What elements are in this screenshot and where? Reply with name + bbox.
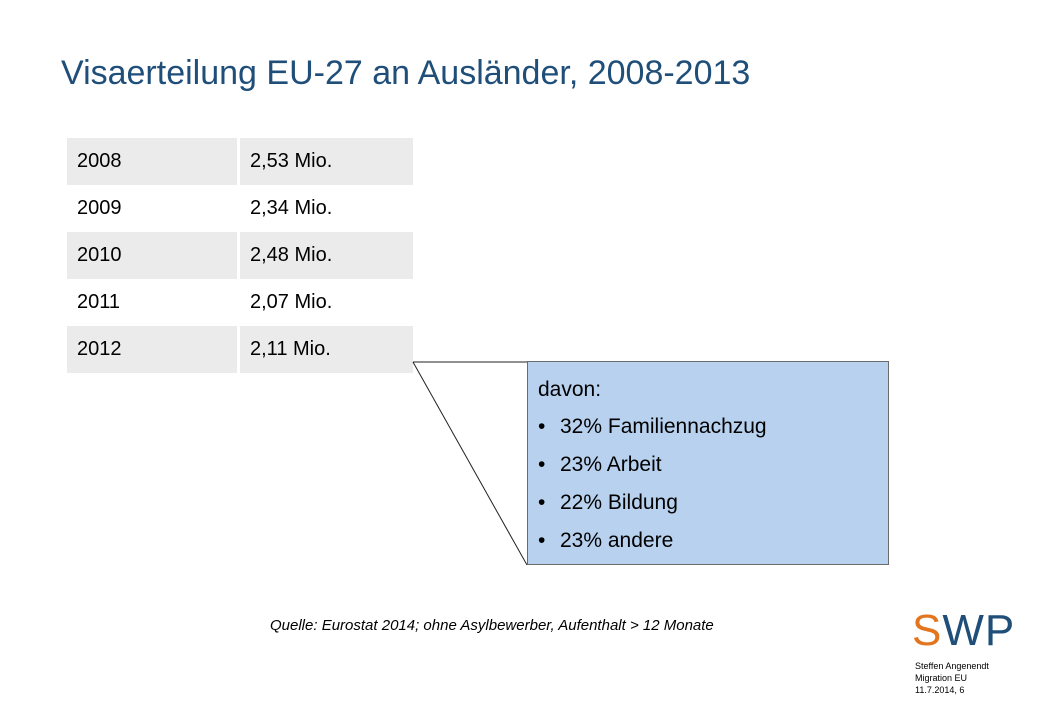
callout-heading: davon: [538, 378, 602, 401]
list-item: • 22% Bildung [538, 484, 878, 522]
list-item: • 23% andere [538, 522, 878, 560]
swp-logo: SWP [912, 606, 1015, 656]
callout-list: • 32% Familiennachzug • 23% Arbeit • 22% Bi… [538, 408, 878, 560]
bullet-icon: • [538, 415, 546, 438]
table-row: 2012 2,11 Mio. [67, 326, 413, 373]
logo-letters-wp: WP [942, 606, 1016, 655]
year-cell: 2011 [77, 291, 121, 313]
value-cell: 2,07 Mio. [237, 279, 413, 326]
table-row: 2008 2,53 Mio. [67, 138, 413, 185]
year-cell: 2009 [77, 197, 122, 219]
value-cell: 2,48 Mio. [237, 232, 413, 279]
slide-title: Visaerteilung EU-27 an Ausländer, 2008-2… [61, 54, 751, 92]
table-row: 2011 2,07 Mio. [67, 279, 413, 326]
year-cell: 2010 [67, 232, 239, 279]
year-cell: 2012 [67, 326, 239, 373]
bullet-icon: • [538, 529, 546, 552]
footer-info: Steffen Angenendt Migration EU 11.7.2014… [915, 660, 989, 696]
table-row: 2010 2,48 Mio. [67, 232, 413, 279]
connector-line-diagonal [412, 361, 528, 566]
logo-letter-s: S [912, 606, 943, 655]
list-item: • 23% Arbeit [538, 446, 878, 484]
bullet-icon: • [538, 453, 546, 476]
year-cell: 2008 [67, 138, 239, 185]
visa-table: 2008 2,53 Mio. 2009 2,34 Mio. 2010 2,48 … [67, 138, 413, 373]
value-cell: 2,34 Mio. [237, 185, 413, 232]
value-cell: 2,11 Mio. [237, 326, 413, 373]
list-item: • 32% Familiennachzug [538, 408, 878, 446]
footer-date-page: 11.7.2014, 6 [915, 685, 965, 695]
list-item-label: 32% Familiennachzug [560, 415, 767, 438]
value-cell: 2,53 Mio. [237, 138, 413, 185]
source-note: Quelle: Eurostat 2014; ohne Asylbewerber… [270, 617, 714, 634]
list-item-label: 22% Bildung [560, 491, 678, 514]
callout-box: davon: • 32% Familiennachzug • 23% Arbeit … [527, 361, 889, 565]
footer-topic: Migration EU [915, 673, 968, 683]
footer-author: Steffen Angenendt [915, 661, 989, 671]
list-item-label: 23% andere [560, 529, 674, 552]
table-row: 2009 2,34 Mio. [67, 185, 413, 232]
bullet-icon: • [538, 491, 546, 514]
list-item-label: 23% Arbeit [560, 453, 662, 476]
